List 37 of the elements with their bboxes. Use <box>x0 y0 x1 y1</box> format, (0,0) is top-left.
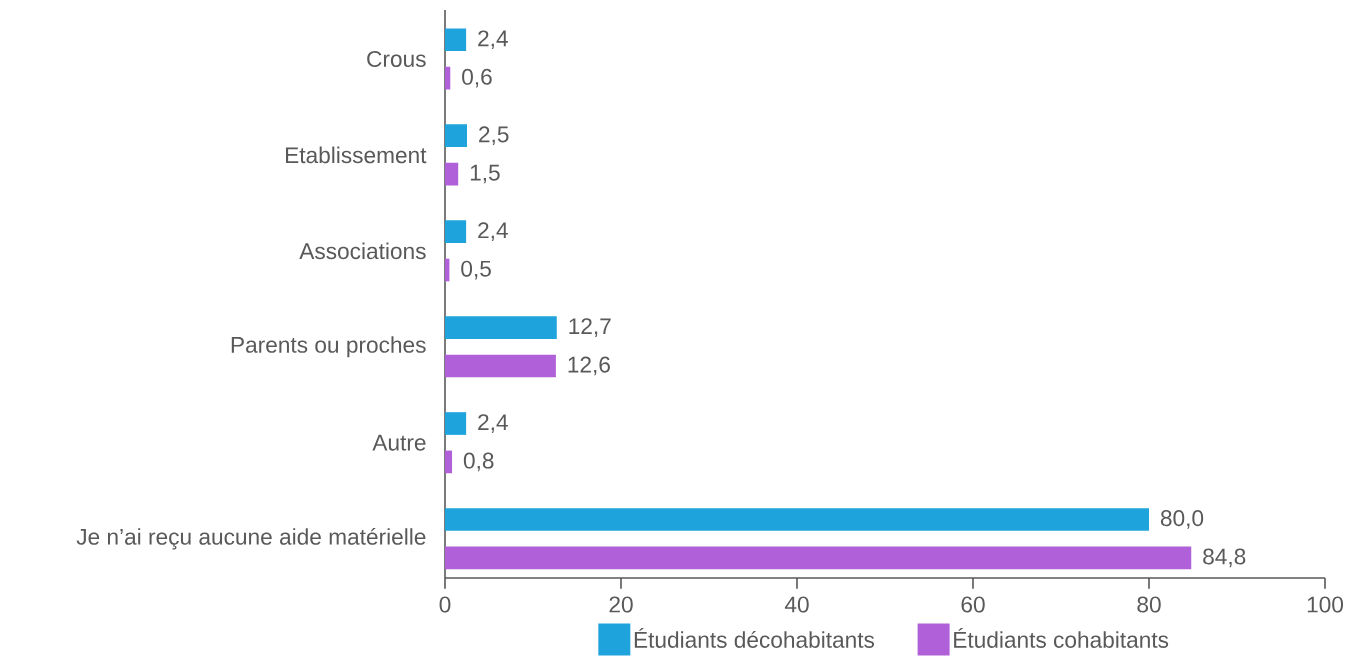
data-label: 12,6 <box>568 356 610 376</box>
bar <box>445 28 467 52</box>
bar <box>445 508 1150 531</box>
data-label: 0,5 <box>461 260 491 280</box>
legend-label: Étudiants décohabitants <box>634 628 875 648</box>
data-label: 2,4 <box>478 30 508 50</box>
data-label: 80,0 <box>1160 510 1204 529</box>
data-label: 84,8 <box>1203 548 1246 568</box>
data-label: 2,4 <box>478 414 508 433</box>
bar <box>445 450 453 474</box>
bar <box>445 162 459 186</box>
y-tick-label: Crous <box>367 50 426 67</box>
x-tick-label: 0 <box>439 596 451 613</box>
bar <box>445 354 556 378</box>
bar <box>445 316 557 339</box>
bar <box>445 220 467 243</box>
data-label: 0,8 <box>463 452 494 472</box>
y-tick-label: Autre <box>372 434 426 451</box>
data-label: 2,4 <box>478 222 508 241</box>
y-tick-label: Je n’ai reçu aucune aide matérielle <box>76 527 426 550</box>
y-tick-label: Parents ou proches <box>231 336 426 358</box>
data-label: 12,7 <box>569 318 611 337</box>
data-label: 2,5 <box>479 126 509 146</box>
x-tick-label: 60 <box>961 596 985 613</box>
y-tick-label: Associations <box>299 242 426 260</box>
bar <box>445 124 467 148</box>
y-tick-label: Etablissement <box>286 146 427 164</box>
x-tick-label: 20 <box>609 596 633 613</box>
x-tick-label: 100 <box>1307 596 1344 613</box>
legend-label: Étudiants cohabitants <box>954 628 1169 648</box>
bar <box>445 412 467 435</box>
x-tick-label: 80 <box>1137 596 1161 613</box>
bar <box>445 66 451 90</box>
x-tick-label: 40 <box>784 596 809 613</box>
bar <box>445 546 1192 570</box>
data-label: 0,6 <box>462 68 492 88</box>
data-label: 1,5 <box>470 164 500 184</box>
